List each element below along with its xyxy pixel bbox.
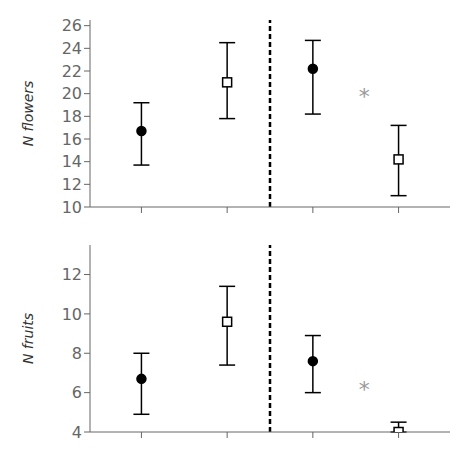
svg-text:*: * xyxy=(359,84,370,109)
svg-text:12: 12 xyxy=(62,175,82,194)
svg-text:22: 22 xyxy=(62,62,82,81)
svg-text:16: 16 xyxy=(62,130,82,149)
svg-text:24: 24 xyxy=(62,39,82,58)
svg-text:*: * xyxy=(359,377,370,402)
svg-text:10: 10 xyxy=(62,198,82,217)
svg-text:20: 20 xyxy=(62,84,82,103)
svg-text:4: 4 xyxy=(72,423,82,442)
svg-text:12: 12 xyxy=(62,265,82,284)
svg-text:N fruits: N fruits xyxy=(20,313,36,364)
svg-text:N flowers: N flowers xyxy=(20,81,36,147)
svg-text:10: 10 xyxy=(62,305,82,324)
svg-text:14: 14 xyxy=(62,152,82,171)
svg-text:8: 8 xyxy=(72,344,82,363)
svg-text:18: 18 xyxy=(62,107,82,126)
svg-text:26: 26 xyxy=(62,16,82,35)
svg-text:6: 6 xyxy=(72,383,82,402)
